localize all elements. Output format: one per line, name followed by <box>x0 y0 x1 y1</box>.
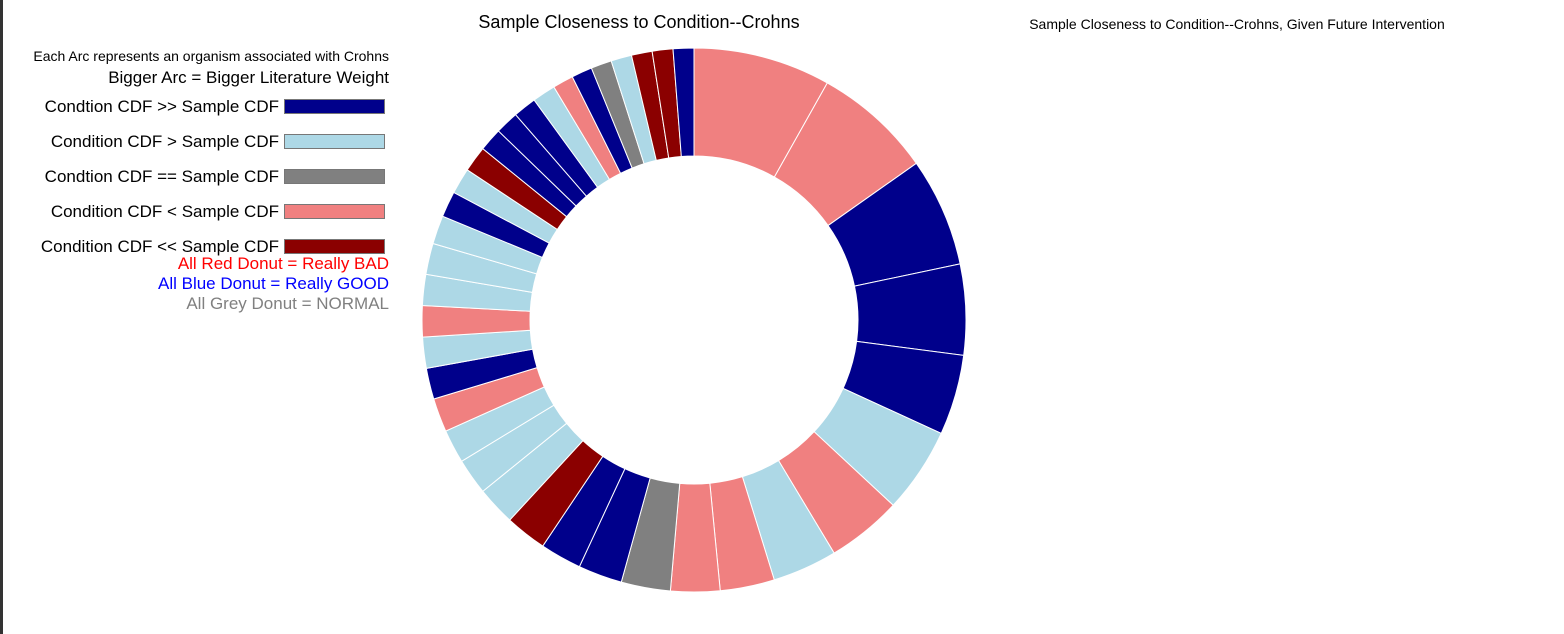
legend-caption-weight: Bigger Arc = Bigger Literature Weight <box>108 68 389 87</box>
legend-label: Condition CDF << Sample CDF <box>40 236 279 256</box>
legend-swatch <box>284 204 385 219</box>
legend-label: Condtion CDF >> Sample CDF <box>44 96 279 116</box>
legend-entry-much-greater: Condtion CDF >> Sample CDF <box>0 89 389 124</box>
legend-swatch <box>284 169 385 184</box>
legend: Each Arc represents an organism associat… <box>0 46 389 314</box>
second-chart-title: Sample Closeness to Condition--Crohns, G… <box>1029 16 1445 32</box>
donut-slice-37 <box>672 47 695 158</box>
note-normal: All Grey Donut = NORMAL <box>186 294 389 313</box>
legend-swatch <box>284 99 385 114</box>
legend-entry-much-less: Condition CDF << Sample CDF <box>0 229 389 264</box>
legend-label: Condition CDF > Sample CDF <box>50 131 279 151</box>
note-really-good: All Blue Donut = Really GOOD <box>157 274 389 293</box>
legend-label: Condition CDF < Sample CDF <box>50 201 279 221</box>
legend-caption: Each Arc represents an organism associat… <box>33 48 389 64</box>
chart-title: Sample Closeness to Condition--Crohns <box>478 12 800 32</box>
legend-entry-less: Condition CDF < Sample CDF <box>0 194 389 229</box>
legend-entry-equal: Condtion CDF == Sample CDF <box>0 159 389 194</box>
left-border <box>0 0 3 634</box>
legend-swatch <box>284 134 385 149</box>
legend-entries: Condtion CDF >> Sample CDF Condition CDF… <box>0 89 389 264</box>
legend-label: Condtion CDF == Sample CDF <box>44 166 279 186</box>
legend-swatch <box>284 239 385 254</box>
legend-entry-greater: Condition CDF > Sample CDF <box>0 124 389 159</box>
note-really-bad: All Red Donut = Really BAD <box>177 254 389 273</box>
